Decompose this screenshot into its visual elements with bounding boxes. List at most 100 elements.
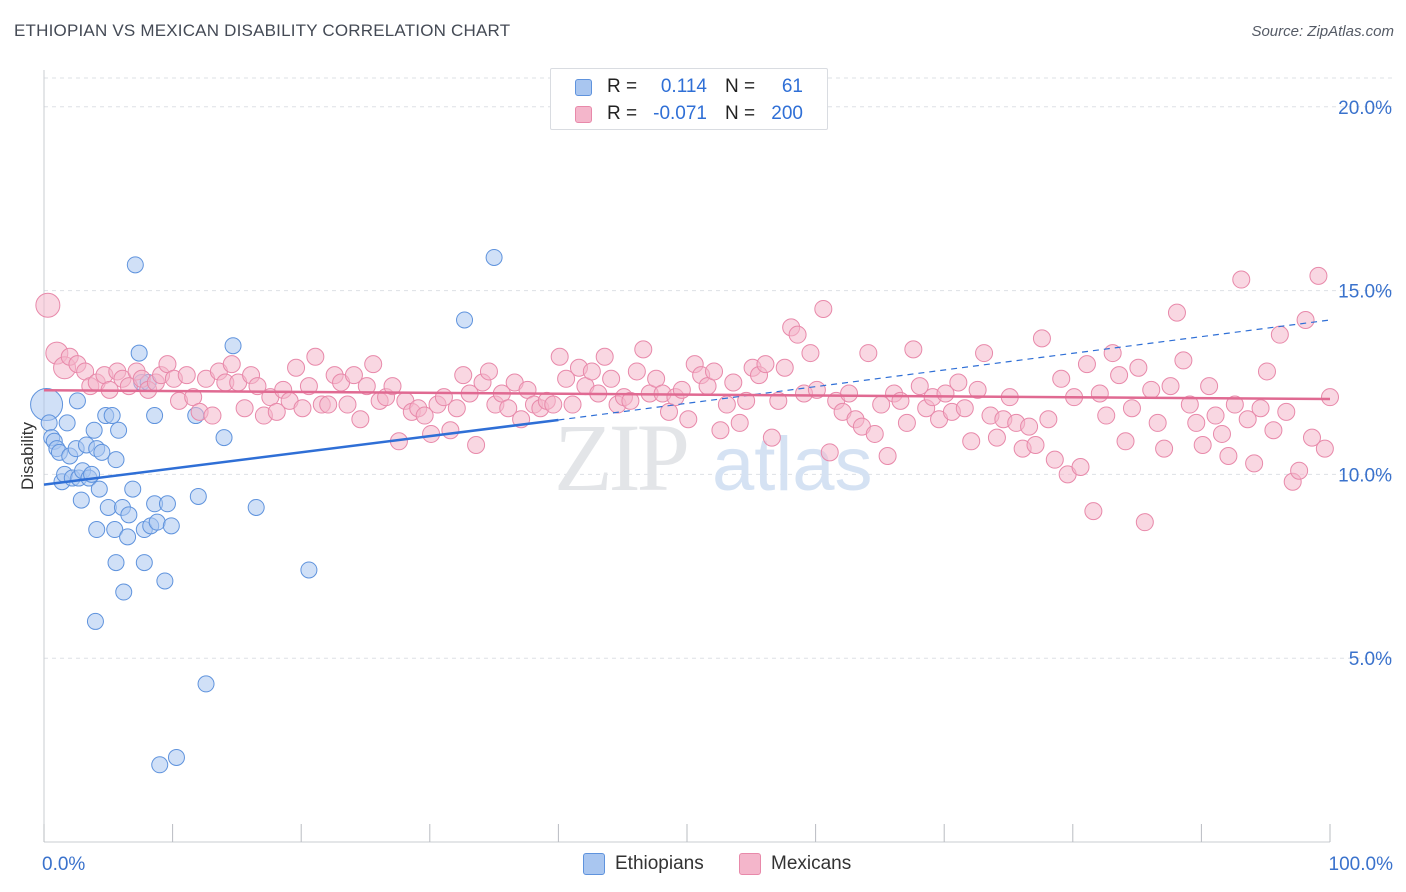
- mexicans-point: [775, 358, 794, 377]
- mexicans-point: [550, 347, 569, 366]
- mexicans-point: [595, 347, 614, 366]
- legend-swatch-mexicans: [575, 106, 592, 123]
- watermark-atlas: atlas: [712, 422, 873, 507]
- mexicans-point: [299, 377, 318, 396]
- ethiopians-point: [197, 675, 215, 693]
- ethiopians-point: [167, 748, 185, 766]
- ethiopians-point: [90, 480, 108, 498]
- stats-legend: R = 0.114 N = 61 R = -0.071 N = 200: [550, 68, 828, 130]
- ethiopians-point: [158, 495, 176, 513]
- y-axis-label: Disability: [18, 421, 37, 490]
- mexicans-point: [1020, 417, 1039, 436]
- mexicans-point: [1187, 413, 1206, 432]
- mexicans-point: [563, 395, 582, 414]
- mexicans-point: [1212, 424, 1231, 443]
- ethiopians-point: [110, 421, 128, 439]
- legend-n-label: N =: [725, 76, 756, 97]
- mexicans-point: [235, 399, 254, 418]
- ethiopians-points: [30, 248, 503, 774]
- mexicans-point: [840, 384, 859, 403]
- mexicans-points: [35, 266, 1339, 532]
- mexicans-point: [1071, 458, 1090, 477]
- mexicans-point: [820, 443, 839, 462]
- mexicans-point: [711, 421, 730, 440]
- mexicans-point: [1238, 410, 1257, 429]
- mexicans-point: [936, 384, 955, 403]
- mexicans-point: [319, 395, 338, 414]
- ethiopians-trend-extension: [558, 319, 1331, 421]
- mexicans-point: [1077, 355, 1096, 374]
- mexicans-point: [338, 395, 357, 414]
- mexicans-point: [222, 355, 241, 374]
- legend-r-label: R =: [607, 103, 638, 124]
- mexicans-point: [1225, 395, 1244, 414]
- ethiopians-point: [88, 521, 106, 539]
- mexicans-point: [756, 355, 775, 374]
- x-tick-label: 0.0%: [42, 854, 85, 875]
- mexicans-point: [1245, 454, 1264, 473]
- chart-title: ETHIOPIAN VS MEXICAN DISABILITY CORRELAT…: [14, 21, 511, 40]
- legend-swatch-mexicans: [739, 853, 761, 875]
- mexicans-point: [730, 413, 749, 432]
- mexicans-point: [1296, 310, 1315, 329]
- mexicans-point: [441, 421, 460, 440]
- ethiopians-point: [215, 429, 233, 447]
- legend-label-ethiopians: Ethiopians: [615, 853, 704, 874]
- mexicans-point: [737, 391, 756, 410]
- mexicans-point: [267, 402, 286, 421]
- mexicans-point: [287, 358, 306, 377]
- ethiopians-point: [93, 443, 111, 461]
- ethiopians-point: [106, 521, 124, 539]
- mexicans-point: [987, 428, 1006, 447]
- y-tick-label: 5.0%: [1349, 649, 1392, 670]
- mexicans-point: [1110, 366, 1129, 385]
- mexicans-point: [1116, 432, 1135, 451]
- watermark: ZIP atlas: [554, 404, 873, 511]
- ethiopians-point: [156, 572, 174, 590]
- mexicans-point: [177, 366, 196, 385]
- mexicans-point: [1161, 377, 1180, 396]
- mexicans-point: [1251, 399, 1270, 418]
- x-tick-label: 100.0%: [1329, 854, 1394, 875]
- ethiopians-trend-line: [43, 418, 559, 486]
- mexicans-point: [1167, 303, 1186, 322]
- mexicans-point: [1129, 358, 1148, 377]
- mexicans-point: [962, 432, 981, 451]
- ethiopians-point: [162, 517, 180, 535]
- watermark-zip: ZIP: [554, 404, 687, 511]
- ethiopians-point: [120, 506, 138, 524]
- mexicans-point: [1206, 406, 1225, 425]
- mexicans-point: [344, 366, 363, 385]
- legend-r-label: R =: [607, 76, 638, 97]
- mexicans-point: [627, 362, 646, 381]
- ethiopians-point: [107, 554, 125, 572]
- mexicans-point: [35, 292, 61, 318]
- mexicans-point: [1142, 380, 1161, 399]
- mexicans-point: [679, 410, 698, 429]
- ethiopians-point: [124, 480, 142, 498]
- mexicans-point: [1026, 435, 1045, 454]
- mexicans-point: [621, 391, 640, 410]
- mexicans-point: [1277, 402, 1296, 421]
- trend-layer: [43, 319, 1331, 486]
- ethiopians-point: [189, 487, 207, 505]
- mexicans-point: [602, 369, 621, 388]
- mexicans-point: [1193, 435, 1212, 454]
- legend-r-value: -0.071: [653, 103, 707, 124]
- mexicans-point: [1315, 439, 1334, 458]
- legend-n-value: 200: [771, 103, 803, 124]
- mexicans-point: [1257, 362, 1276, 381]
- mexicans-point: [422, 424, 441, 443]
- mexicans-point: [1302, 428, 1321, 447]
- labels-layer: Disability 5.0% 10.0% 15.0% 20.0% 0.0% 100.0%: [18, 98, 1393, 875]
- mexicans-point: [769, 391, 788, 410]
- ethiopians-point: [103, 407, 121, 425]
- mexicans-point: [1290, 461, 1309, 480]
- mexicans-point: [788, 325, 807, 344]
- ethiopians-point: [247, 498, 265, 516]
- ethiopians-point: [148, 513, 166, 531]
- axes-layer: [43, 70, 1331, 843]
- mexicans-point: [1200, 377, 1219, 396]
- mexicans-point: [1155, 439, 1174, 458]
